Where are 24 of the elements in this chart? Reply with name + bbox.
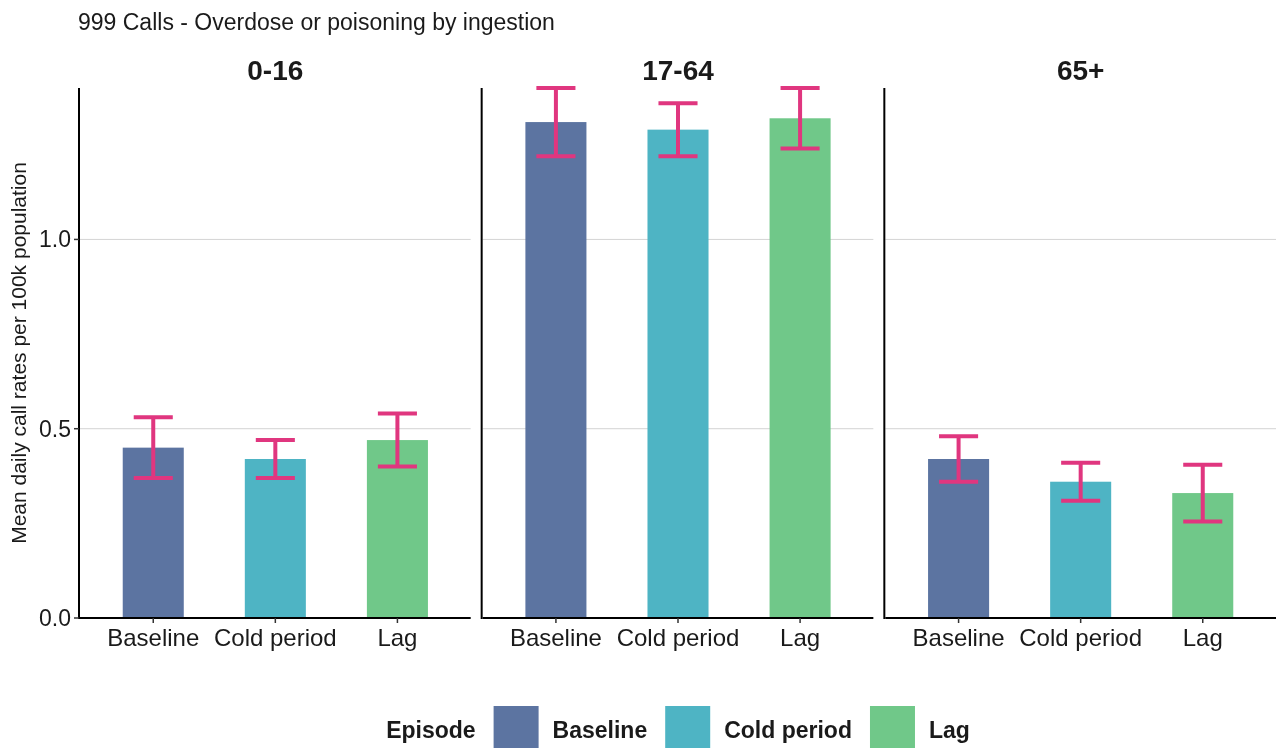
x-tick-label: Lag bbox=[1182, 624, 1223, 651]
legend-label: Baseline bbox=[552, 717, 648, 743]
x-tick-label: Baseline bbox=[912, 624, 1005, 651]
chart-title: 65+ bbox=[1056, 55, 1105, 86]
x-tick-label: Lag bbox=[780, 624, 821, 651]
y-tick-label: 0.0 bbox=[39, 605, 71, 632]
y-axis-title: Mean daily call rates per 100k population bbox=[7, 162, 30, 544]
chart-title: 17-64 bbox=[642, 55, 715, 86]
y-tick-label: 0.5 bbox=[39, 415, 71, 442]
legend-label: Cold period bbox=[724, 717, 852, 743]
bar bbox=[366, 440, 428, 618]
y-tick-label: 1.0 bbox=[39, 226, 71, 253]
x-tick-label: Lag bbox=[377, 624, 418, 651]
bar bbox=[122, 447, 184, 618]
legend-label: Lag bbox=[928, 717, 970, 743]
x-tick-label: Cold period bbox=[616, 624, 740, 651]
x-tick-label: Baseline bbox=[509, 624, 602, 651]
chart-title: 0-16 bbox=[247, 55, 304, 86]
text: 999 Calls - Overdose or poisoning by ingestion bbox=[78, 9, 555, 35]
x-tick-label: Cold period bbox=[213, 624, 337, 651]
bar bbox=[244, 459, 306, 618]
legend-title: Episode bbox=[386, 717, 476, 743]
x-tick-label: Cold period bbox=[1019, 624, 1143, 651]
x-tick-label: Baseline bbox=[107, 624, 200, 651]
